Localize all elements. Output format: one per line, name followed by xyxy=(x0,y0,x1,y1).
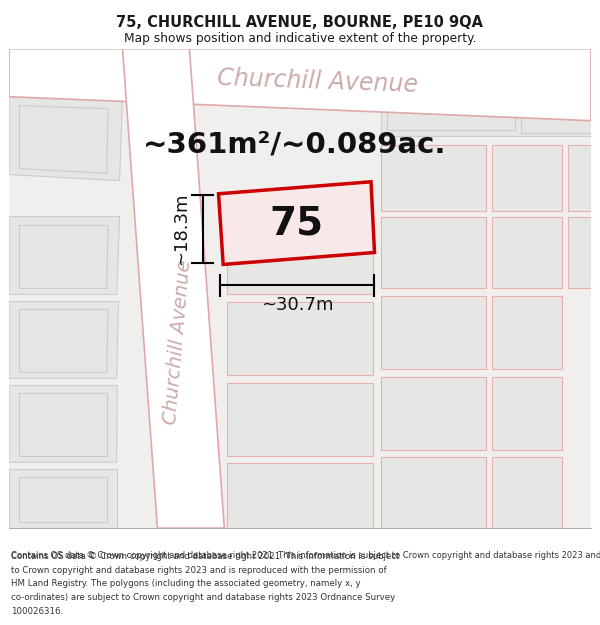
Polygon shape xyxy=(388,102,515,129)
Polygon shape xyxy=(568,216,591,289)
Polygon shape xyxy=(227,463,373,528)
Text: ~361m²/~0.089ac.: ~361m²/~0.089ac. xyxy=(142,131,446,159)
Text: 100026316.: 100026316. xyxy=(11,607,63,616)
Polygon shape xyxy=(492,376,562,450)
Polygon shape xyxy=(19,393,107,456)
Text: Map shows position and indicative extent of the property.: Map shows position and indicative extent… xyxy=(124,32,476,45)
Polygon shape xyxy=(492,216,562,289)
Polygon shape xyxy=(19,106,108,173)
Text: to Crown copyright and database rights 2023 and is reproduced with the permissio: to Crown copyright and database rights 2… xyxy=(11,566,386,574)
Polygon shape xyxy=(9,302,118,378)
Text: ~30.7m: ~30.7m xyxy=(261,296,334,314)
Text: co-ordinates) are subject to Crown copyright and database rights 2023 Ordnance S: co-ordinates) are subject to Crown copyr… xyxy=(11,593,395,602)
Text: Churchill Avenue: Churchill Avenue xyxy=(217,66,418,98)
Polygon shape xyxy=(19,309,108,372)
Polygon shape xyxy=(122,49,224,528)
Polygon shape xyxy=(492,296,562,369)
Polygon shape xyxy=(382,296,486,369)
Polygon shape xyxy=(382,144,486,211)
Polygon shape xyxy=(492,144,562,211)
Polygon shape xyxy=(9,97,122,181)
Polygon shape xyxy=(382,216,486,289)
Polygon shape xyxy=(227,216,373,294)
Text: Contains OS data © Crown copyright and database right 2021. This information is : Contains OS data © Crown copyright and d… xyxy=(11,552,400,561)
Text: HM Land Registry. The polygons (including the associated geometry, namely x, y: HM Land Registry. The polygons (includin… xyxy=(11,579,361,588)
Polygon shape xyxy=(382,458,486,528)
Polygon shape xyxy=(227,302,373,376)
Text: 75: 75 xyxy=(270,204,324,242)
Polygon shape xyxy=(382,376,486,450)
Polygon shape xyxy=(19,478,107,522)
Text: Contains OS data © Crown copyright and database right 2021. This information is : Contains OS data © Crown copyright and d… xyxy=(11,551,600,560)
Polygon shape xyxy=(382,97,591,136)
Polygon shape xyxy=(521,102,591,132)
Polygon shape xyxy=(218,182,374,264)
Polygon shape xyxy=(9,216,119,294)
Polygon shape xyxy=(9,49,591,121)
Text: 75, CHURCHILL AVENUE, BOURNE, PE10 9QA: 75, CHURCHILL AVENUE, BOURNE, PE10 9QA xyxy=(116,15,484,30)
Polygon shape xyxy=(19,226,108,289)
Text: Churchill Avenue: Churchill Avenue xyxy=(161,259,194,426)
Polygon shape xyxy=(9,386,117,462)
Polygon shape xyxy=(492,458,562,528)
Polygon shape xyxy=(568,144,591,211)
Polygon shape xyxy=(9,469,116,528)
Text: ~18.3m: ~18.3m xyxy=(172,193,190,266)
Polygon shape xyxy=(227,382,373,456)
